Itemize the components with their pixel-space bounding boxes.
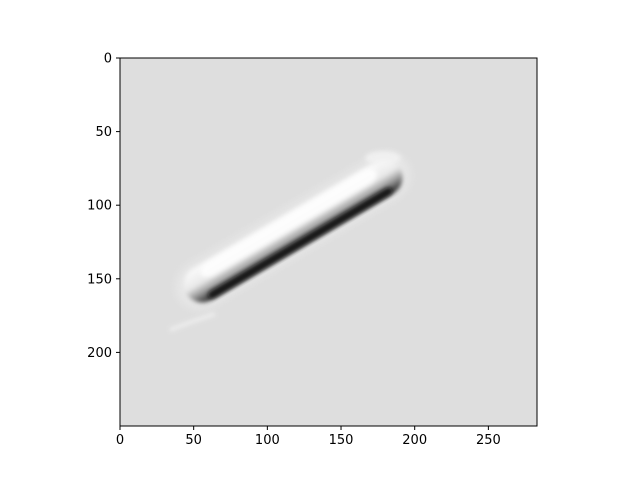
x-tick-label: 100 xyxy=(255,433,280,448)
cell-image xyxy=(169,151,411,332)
axes-frame xyxy=(119,57,538,427)
y-tick-label: 100 xyxy=(87,199,112,214)
x-tick-label: 150 xyxy=(329,433,354,448)
cell-shadow xyxy=(207,187,393,299)
y-tick-label: 50 xyxy=(95,125,112,140)
cell-highlight xyxy=(200,169,377,277)
x-tick-label: 250 xyxy=(476,433,501,448)
y-tick-label: 200 xyxy=(87,346,112,361)
cell-tail-smear xyxy=(169,312,216,332)
x-tick-label: 200 xyxy=(402,433,427,448)
y-axis: 0 50 100 150 200 xyxy=(87,52,120,361)
y-tick-label: 150 xyxy=(87,272,112,287)
x-tick-label: 0 xyxy=(116,433,124,448)
image-background xyxy=(120,58,537,426)
x-axis: 0 50 100 150 200 250 xyxy=(116,426,501,448)
x-tick-label: 50 xyxy=(185,433,202,448)
y-tick-label: 0 xyxy=(104,52,112,67)
cell-tip-blur xyxy=(365,151,401,165)
